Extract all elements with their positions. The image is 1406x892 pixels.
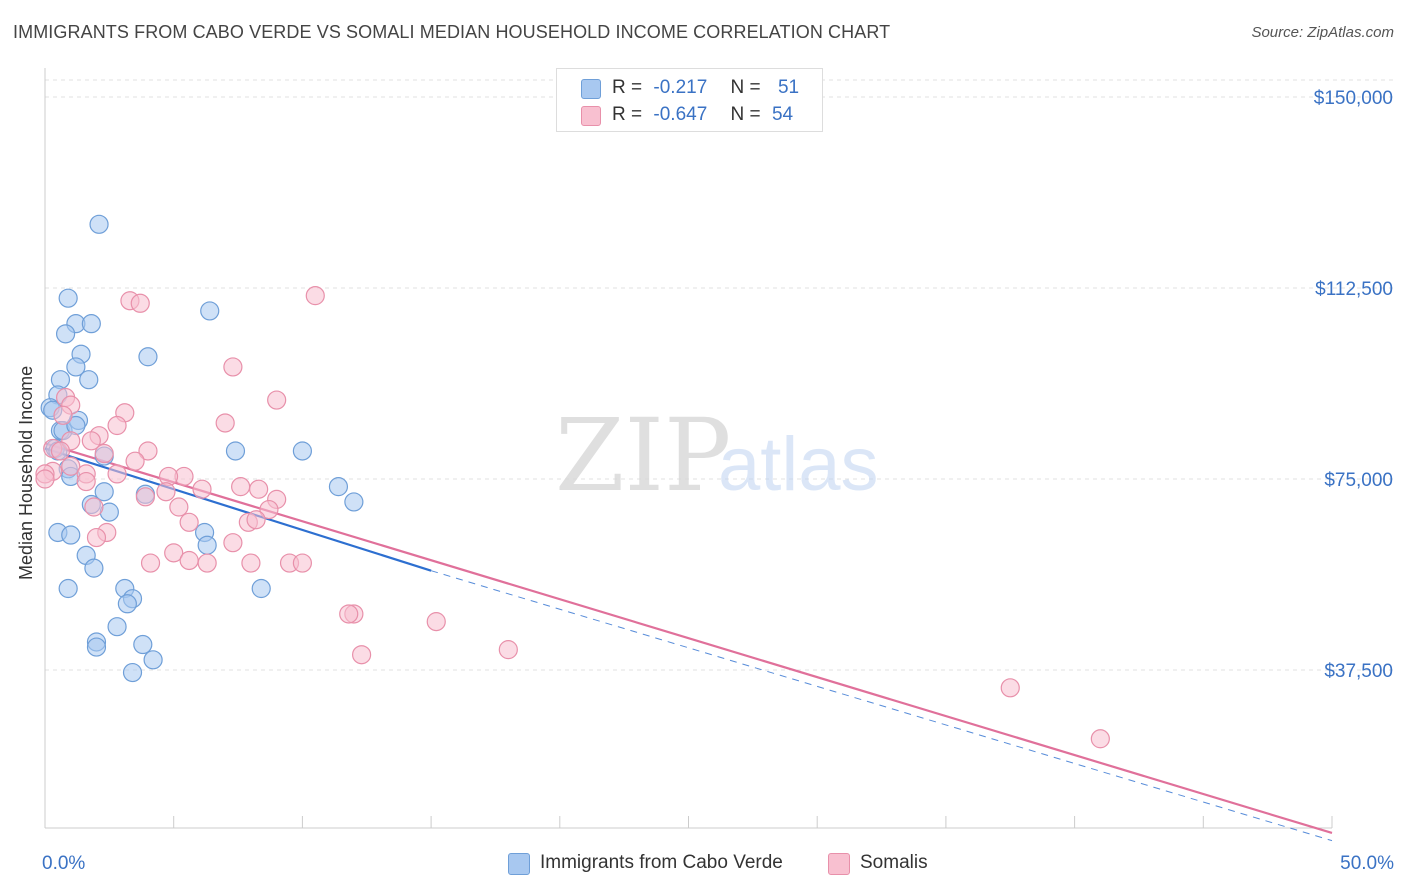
point-cabo-verde	[143, 650, 163, 670]
legend-n-label: N =	[730, 77, 761, 98]
point-cabo-verde	[200, 301, 220, 321]
legend-n-value: 54	[771, 104, 794, 125]
legend-swatch-somalis	[828, 853, 850, 875]
y-tick-label: $37,500	[1324, 661, 1393, 682]
point-somalis	[1000, 678, 1020, 698]
point-cabo-verde	[81, 314, 101, 334]
y-tick-label: $112,500	[1315, 279, 1393, 300]
point-somalis	[156, 482, 176, 502]
point-cabo-verde	[89, 214, 109, 234]
point-somalis	[223, 533, 243, 553]
point-cabo-verde	[344, 492, 364, 512]
point-somalis	[426, 612, 446, 632]
point-somalis	[246, 510, 266, 530]
point-cabo-verde	[84, 558, 104, 578]
legend-r-label: R =	[612, 104, 643, 125]
point-cabo-verde	[86, 637, 107, 657]
point-somalis	[84, 497, 104, 517]
point-somalis	[259, 499, 279, 520]
point-cabo-verde	[79, 370, 99, 390]
point-somalis	[140, 553, 161, 573]
watermark-zip: ZIP	[555, 397, 731, 514]
point-cabo-verde	[61, 525, 81, 545]
x-tick-label: 0.0%	[42, 853, 85, 874]
point-somalis	[76, 471, 96, 492]
y-tick-label: $75,000	[1324, 470, 1393, 491]
point-somalis	[1090, 729, 1110, 749]
point-somalis	[352, 645, 372, 665]
point-somalis	[498, 640, 518, 660]
point-cabo-verde	[138, 347, 158, 367]
source-note: Source: ZipAtlas.com	[1251, 24, 1394, 41]
chart-title: IMMIGRANTS FROM CABO VERDE VS SOMALI MED…	[13, 22, 891, 42]
grid-lines	[45, 79, 1395, 671]
legend-swatch-cabo-verde	[581, 79, 601, 99]
point-somalis	[292, 553, 312, 573]
point-somalis	[35, 469, 55, 489]
point-somalis	[94, 443, 114, 464]
point-somalis	[305, 286, 325, 306]
legend-r-value: -0.217	[653, 77, 708, 98]
point-somalis	[107, 415, 127, 436]
legend-r-label: R =	[612, 77, 643, 98]
point-somalis	[267, 390, 287, 410]
point-cabo-verde	[58, 288, 78, 308]
point-cabo-verde	[292, 441, 312, 461]
point-somalis	[53, 405, 73, 425]
point-somalis	[135, 487, 155, 507]
point-somalis	[249, 479, 269, 499]
point-somalis	[164, 543, 184, 563]
legend-r-value: -0.647	[653, 104, 708, 125]
point-somalis	[61, 456, 81, 476]
point-somalis	[179, 512, 199, 532]
point-somalis	[223, 357, 243, 377]
point-cabo-verde	[55, 324, 76, 344]
y-axis-label: Median Household Income	[16, 365, 36, 580]
legend-swatch-somalis	[581, 106, 601, 126]
point-cabo-verde	[197, 535, 217, 555]
tick-labels: $37,500 $75,000 $112,500 $150,000 0.0% 50.0%	[42, 88, 1394, 874]
point-cabo-verde	[66, 357, 86, 377]
legend-swatch-cabo-verde	[508, 853, 530, 875]
point-somalis	[179, 550, 199, 571]
point-somalis	[50, 441, 71, 461]
legend-n-label: N =	[730, 104, 761, 125]
point-cabo-verde	[122, 662, 143, 683]
point-somalis	[125, 451, 145, 471]
point-cabo-verde	[107, 617, 127, 637]
point-cabo-verde	[251, 578, 271, 599]
point-cabo-verde	[58, 578, 78, 599]
point-cabo-verde	[225, 441, 246, 461]
point-somalis	[138, 441, 158, 461]
point-cabo-verde	[94, 482, 114, 502]
watermark: ZIP atlas	[555, 397, 879, 514]
point-somalis	[86, 527, 107, 548]
point-cabo-verde	[133, 634, 153, 655]
watermark-atlas: atlas	[718, 422, 879, 507]
point-somalis	[197, 553, 217, 573]
point-somalis	[241, 553, 261, 573]
point-somalis	[231, 477, 251, 497]
x-tick-label: 50.0%	[1340, 853, 1394, 874]
point-somalis	[215, 413, 235, 433]
point-cabo-verde	[117, 594, 137, 614]
point-cabo-verde	[328, 477, 349, 497]
data-points	[35, 214, 1110, 749]
point-somalis	[81, 431, 101, 451]
point-somalis	[107, 464, 127, 484]
correlation-legend: R = -0.217 N = 51 R = -0.647 N = 54	[556, 68, 823, 132]
legend-label-somalis: Somalis	[860, 852, 928, 873]
point-somalis	[339, 604, 359, 624]
point-somalis	[169, 497, 189, 517]
y-tick-label: $150,000	[1314, 88, 1393, 109]
point-somalis	[130, 293, 150, 313]
point-somalis	[192, 479, 212, 499]
legend-label-cabo-verde: Immigrants from Cabo Verde	[540, 852, 783, 873]
legend-n-value: 51	[777, 77, 800, 98]
trend-extension-cabo-verde	[430, 570, 1333, 842]
